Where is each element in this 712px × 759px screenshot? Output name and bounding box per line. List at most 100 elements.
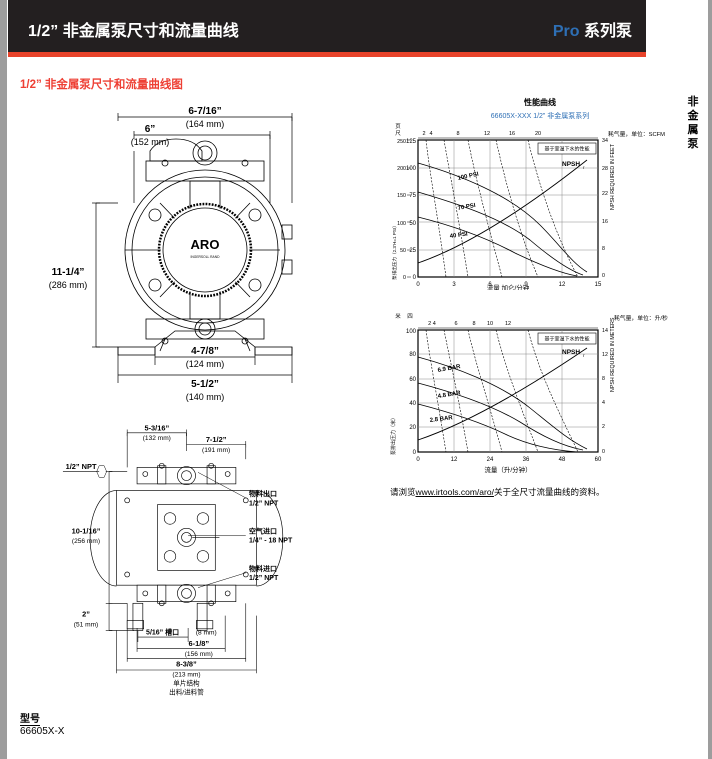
svg-text:r: r — [583, 165, 585, 170]
svg-text:页: 页 — [395, 123, 401, 130]
svg-text:NPSH: NPSH — [562, 349, 580, 356]
svg-text:(124 mm): (124 mm) — [186, 359, 225, 369]
svg-text:6.9 BAR: 6.9 BAR — [437, 364, 461, 374]
svg-text:8-3/8”: 8-3/8” — [176, 660, 197, 669]
svg-text:2: 2 — [422, 131, 425, 137]
svg-text:物料进口: 物料进口 — [249, 564, 277, 573]
svg-text:80: 80 — [409, 352, 416, 358]
svg-text:(213 mm): (213 mm) — [172, 672, 200, 679]
svg-text:(51 mm): (51 mm) — [74, 621, 99, 628]
svg-text:6: 6 — [454, 321, 457, 327]
svg-text:4.8 BAR: 4.8 BAR — [437, 390, 461, 400]
svg-text:基于室温下水的性能: 基于室温下水的性能 — [544, 146, 589, 153]
svg-text:100: 100 — [406, 329, 417, 335]
svg-text:250: 250 — [397, 139, 406, 145]
svg-text:1/2” NPT: 1/2” NPT — [249, 575, 279, 582]
svg-text:12: 12 — [451, 457, 458, 463]
svg-text:36: 36 — [523, 457, 530, 463]
svg-text:空气进口: 空气进口 — [249, 526, 277, 535]
svg-text:150: 150 — [397, 193, 406, 199]
svg-text:25: 25 — [409, 248, 416, 254]
svg-text:泵排出压力（2.3’H=1 PSI）: 泵排出压力（2.3’H=1 PSI） — [391, 223, 398, 280]
svg-text:75: 75 — [409, 193, 416, 199]
svg-text:8: 8 — [602, 376, 605, 382]
svg-text:0: 0 — [602, 273, 605, 279]
svg-text:16: 16 — [509, 131, 515, 137]
svg-text:8: 8 — [472, 321, 475, 327]
svg-text:40: 40 — [409, 401, 416, 407]
svg-text:(164 mm): (164 mm) — [186, 119, 225, 129]
svg-text:1/4” - 18 NPT: 1/4” - 18 NPT — [249, 537, 293, 544]
svg-text:125: 125 — [406, 139, 417, 145]
svg-text:0: 0 — [416, 457, 420, 463]
svg-text:4: 4 — [602, 400, 605, 406]
svg-text:耗气量，单位：SCFM: 耗气量，单位：SCFM — [608, 130, 665, 138]
svg-text:出料/进料管: 出料/进料管 — [169, 688, 204, 697]
svg-text:泵排出压力（米）: 泵排出压力（米） — [390, 415, 397, 455]
svg-text:15: 15 — [595, 282, 602, 288]
svg-text:100: 100 — [406, 166, 417, 172]
svg-text:12: 12 — [484, 131, 490, 137]
svg-text:耗气量，单位：升/秒: 耗气量，单位：升/秒 — [614, 314, 668, 322]
svg-text:2 4: 2 4 — [428, 321, 436, 327]
svg-text:11-1/4”: 11-1/4” — [52, 267, 85, 278]
svg-text:100: 100 — [397, 221, 406, 227]
svg-text:米: 米 — [395, 312, 401, 320]
svg-text:基于室温下水的性能: 基于室温下水的性能 — [544, 336, 589, 343]
svg-text:(152 mm): (152 mm) — [131, 137, 170, 147]
svg-text:50: 50 — [400, 248, 406, 254]
svg-text:性能曲线: 性能曲线 — [524, 97, 556, 107]
svg-text:(286 mm): (286 mm) — [49, 280, 88, 290]
svg-text:2: 2 — [602, 424, 605, 430]
svg-text:2”: 2” — [82, 609, 90, 618]
svg-text:8: 8 — [456, 131, 459, 137]
svg-text:流量 加仑/分钟: 流量 加仑/分钟 — [487, 283, 530, 290]
svg-text:12: 12 — [505, 321, 511, 327]
svg-text:6”: 6” — [145, 124, 156, 135]
svg-text:4: 4 — [429, 131, 432, 137]
svg-text:(156 mm): (156 mm) — [185, 651, 213, 658]
svg-text:5/16” 槽口: 5/16” 槽口 — [146, 628, 179, 637]
svg-text:60: 60 — [409, 377, 416, 383]
svg-text:2.8 BAR: 2.8 BAR — [430, 415, 454, 424]
svg-text:4-7/8”: 4-7/8” — [191, 346, 219, 357]
svg-text:10-1/16”: 10-1/16” — [72, 526, 101, 535]
svg-text:(140 mm): (140 mm) — [186, 392, 225, 402]
svg-text:流量（升/分钟）: 流量（升/分钟） — [484, 465, 531, 474]
svg-text:60: 60 — [595, 457, 602, 463]
svg-text:3: 3 — [452, 282, 456, 288]
svg-text:200: 200 — [397, 166, 406, 172]
svg-text:单片结构: 单片结构 — [173, 679, 200, 688]
svg-text:(256 mm): (256 mm) — [72, 538, 100, 545]
svg-text:66605X-XXX 1/2” 非金属泵系列: 66605X-XXX 1/2” 非金属泵系列 — [491, 111, 589, 120]
svg-text:20: 20 — [409, 425, 416, 431]
svg-text:6-7/16”: 6-7/16” — [188, 106, 221, 117]
svg-text:7-1/2”: 7-1/2” — [206, 435, 227, 444]
svg-text:5-3/16”: 5-3/16” — [144, 423, 169, 432]
svg-text:50: 50 — [409, 221, 416, 227]
svg-text:NPSH REQUIRED IN METERS: NPSH REQUIRED IN METERS — [610, 317, 616, 392]
svg-text:34: 34 — [602, 138, 608, 144]
svg-text:NPSH REQUIRED IN FEET: NPSH REQUIRED IN FEET — [610, 143, 616, 210]
svg-text:(132 mm): (132 mm) — [143, 435, 171, 442]
svg-text:1/2” NPT: 1/2” NPT — [66, 462, 97, 471]
svg-text:12: 12 — [559, 282, 566, 288]
svg-text:ARO: ARO — [191, 237, 220, 252]
svg-text:20: 20 — [535, 131, 541, 137]
svg-text:尺: 尺 — [395, 130, 401, 137]
svg-text:四: 四 — [407, 313, 413, 320]
svg-text:0: 0 — [413, 450, 417, 456]
svg-text:INGERSOLL RAND: INGERSOLL RAND — [190, 255, 220, 259]
svg-text:0: 0 — [413, 275, 417, 281]
svg-text:8: 8 — [602, 246, 605, 252]
svg-text:16: 16 — [602, 219, 608, 225]
svg-text:NPSH: NPSH — [562, 161, 580, 168]
svg-text:40 PSI: 40 PSI — [449, 231, 468, 239]
svg-text:(191 mm): (191 mm) — [202, 447, 230, 454]
svg-text:10: 10 — [487, 321, 493, 327]
svg-text:0: 0 — [403, 275, 406, 281]
svg-text:0: 0 — [416, 282, 420, 288]
svg-text:5-1/2”: 5-1/2” — [191, 379, 219, 390]
svg-text:12: 12 — [602, 352, 608, 358]
svg-text:28: 28 — [602, 166, 608, 172]
